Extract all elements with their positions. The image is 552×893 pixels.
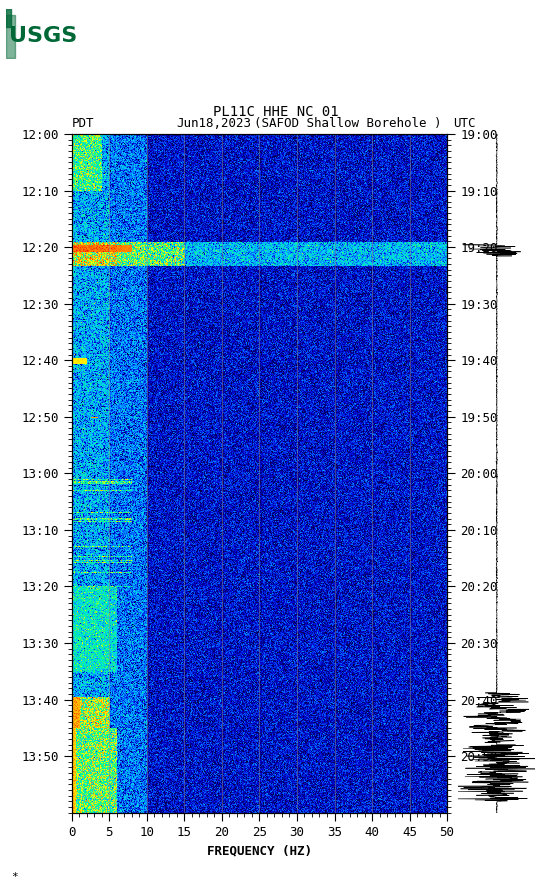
Text: USGS: USGS	[9, 26, 77, 46]
Text: PDT: PDT	[72, 117, 94, 129]
Text: PL11C HHE NC 01: PL11C HHE NC 01	[213, 104, 339, 119]
X-axis label: FREQUENCY (HZ): FREQUENCY (HZ)	[207, 845, 312, 857]
Text: (SAFOD Shallow Borehole ): (SAFOD Shallow Borehole )	[254, 117, 442, 129]
Text: *: *	[11, 872, 18, 881]
Text: Jun18,2023: Jun18,2023	[177, 117, 252, 129]
Text: UTC: UTC	[453, 117, 475, 129]
